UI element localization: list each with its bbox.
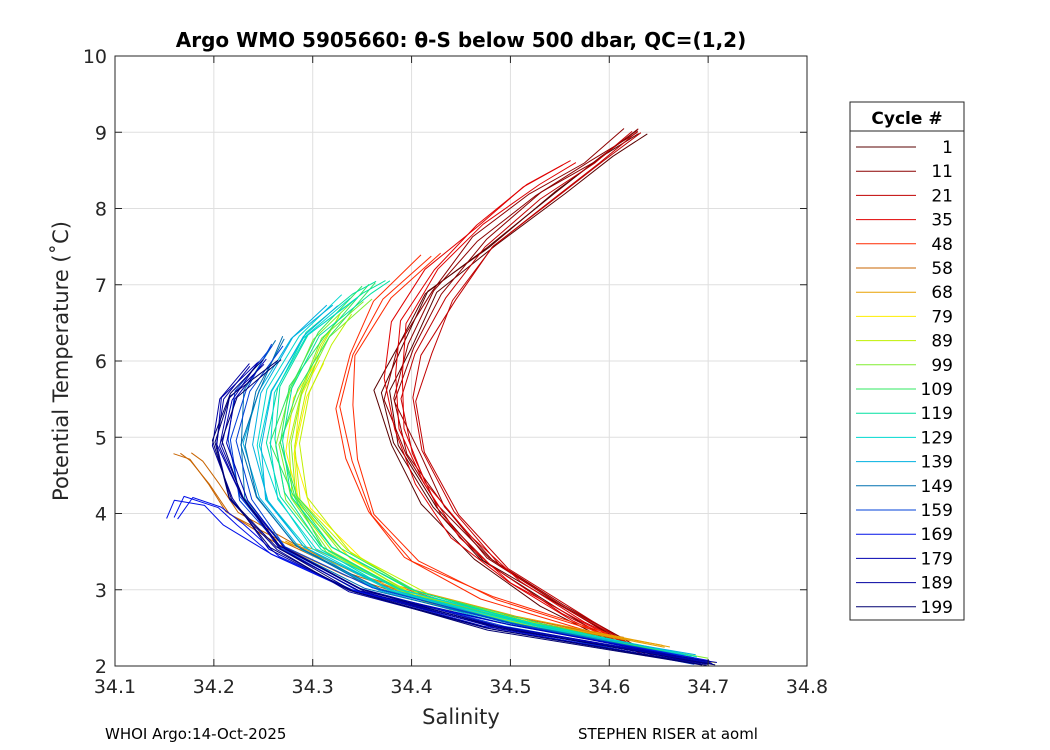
series-line-139 <box>260 305 696 656</box>
y-tick-label: 7 <box>95 275 107 297</box>
x-tick-label: 34.5 <box>489 676 531 698</box>
legend-label-129: 129 <box>921 428 953 448</box>
legend-label-159: 159 <box>921 501 953 521</box>
legend-label-68: 68 <box>931 283 953 303</box>
series-line-159 <box>235 345 707 664</box>
series-line-89 <box>299 313 709 663</box>
legend: Cycle # 11121354858687989991091191291391… <box>849 101 965 621</box>
chart-title: Argo WMO 5905660: θ-S below 500 dbar, QC… <box>176 28 746 52</box>
series-line-109 <box>279 282 701 660</box>
series-line-35 <box>395 160 646 654</box>
legend-label-109: 109 <box>921 380 953 400</box>
legend-label-199: 199 <box>921 598 953 618</box>
y-tick-label: 10 <box>83 46 107 68</box>
footer-credit: STEPHEN RISER at aoml <box>578 725 758 743</box>
series-line-199 <box>214 359 707 666</box>
series-line-199 <box>211 359 703 666</box>
legend-title: Cycle # <box>871 109 942 129</box>
legend-label-179: 179 <box>921 549 953 569</box>
series-line-119 <box>282 280 693 659</box>
series-line-129 <box>269 297 697 658</box>
x-tick-label: 34.4 <box>390 676 432 698</box>
legend-label-48: 48 <box>931 235 953 255</box>
legend-label-149: 149 <box>921 477 953 497</box>
x-tick-label: 34.7 <box>687 676 729 698</box>
series-line-35 <box>383 164 647 657</box>
legend-box <box>849 101 965 621</box>
series-layer <box>166 128 717 666</box>
series-line-199 <box>221 359 716 666</box>
x-axis-label: Salinity <box>422 705 500 729</box>
series-line-21 <box>412 130 639 650</box>
y-tick-label: 4 <box>95 504 107 526</box>
legend-label-169: 169 <box>921 525 953 545</box>
y-tick-label: 3 <box>95 580 107 602</box>
legend-label-79: 79 <box>931 307 953 327</box>
x-tick-label: 34.1 <box>94 676 136 698</box>
y-tick-label: 2 <box>95 656 107 678</box>
axis-ticks: 34.1 34.2 34.3 34.4 34.5 34.6 34.7 34.8 2 3 4 5 6 7 8 9… <box>83 46 828 698</box>
series-line-11 <box>393 128 639 646</box>
footer-source: WHOI Argo:14-Oct-2025 <box>105 725 287 743</box>
series-line-159 <box>229 343 703 663</box>
legend-label-11: 11 <box>931 162 953 182</box>
series-line-189 <box>216 365 708 665</box>
legend-label-189: 189 <box>921 574 953 594</box>
legend-label-21: 21 <box>931 186 953 206</box>
x-tick-label: 34.8 <box>786 676 828 698</box>
legend-label-139: 139 <box>921 453 953 473</box>
legend-label-35: 35 <box>931 211 953 231</box>
y-tick-label: 6 <box>95 351 107 373</box>
series-line-189 <box>219 363 717 663</box>
series-line-48 <box>352 252 611 637</box>
legend-label-119: 119 <box>921 404 953 424</box>
series-line-129 <box>256 294 679 657</box>
series-line-169 <box>166 499 701 665</box>
series-line-139 <box>252 304 685 656</box>
series-line-48 <box>335 254 605 637</box>
legend-label-89: 89 <box>931 332 953 352</box>
y-tick-label: 5 <box>95 427 107 449</box>
x-tick-label: 34.2 <box>193 676 235 698</box>
y-tick-label: 8 <box>95 199 107 221</box>
series-line-35 <box>401 162 653 656</box>
legend-label-1: 1 <box>942 138 953 158</box>
legend-entries: 1112135485868798999109119129139149159169… <box>856 138 953 618</box>
x-tick-label: 34.6 <box>588 676 630 698</box>
y-tick-label: 9 <box>95 122 107 144</box>
series-line-21 <box>415 132 642 652</box>
series-line-1 <box>389 133 648 645</box>
legend-label-99: 99 <box>931 356 953 376</box>
series-line-99 <box>278 301 697 661</box>
series-line-169 <box>177 497 710 662</box>
x-tick-label: 34.3 <box>292 676 334 698</box>
legend-label-58: 58 <box>931 259 953 279</box>
series-line-21 <box>400 131 636 651</box>
y-axis-label: Potential Temperature (˚C) <box>49 221 73 501</box>
series-line-179 <box>221 361 713 664</box>
